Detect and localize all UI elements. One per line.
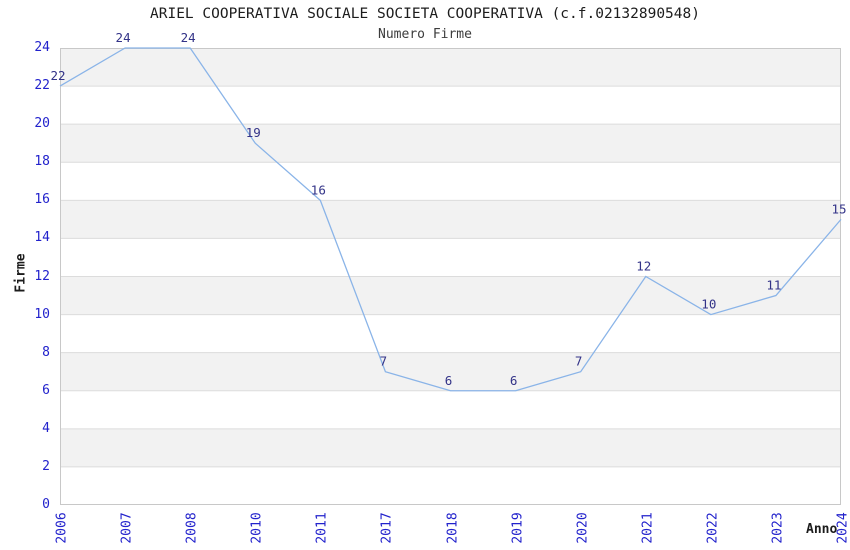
plot-area: 22 24 24 19 16 7 6 6 7 12 10 11 15 bbox=[50, 30, 847, 505]
chart-title: ARIEL COOPERATIVA SOCIALE SOCIETA COOPER… bbox=[150, 6, 700, 22]
point-label: 7 bbox=[380, 354, 388, 369]
plot-band bbox=[60, 466, 841, 505]
plot-band bbox=[60, 390, 841, 429]
x-tick-label: 2021 bbox=[640, 512, 656, 544]
plot-band bbox=[60, 314, 841, 353]
x-tick-label: 2019 bbox=[510, 512, 526, 544]
point-label: 10 bbox=[701, 297, 716, 312]
plot-canvas: 22 24 24 19 16 7 6 6 7 12 10 11 15 bbox=[50, 30, 847, 505]
point-label: 6 bbox=[445, 373, 453, 388]
x-tick-label: 2017 bbox=[379, 512, 395, 544]
y-tick-label: 14 bbox=[34, 230, 50, 246]
point-label: 11 bbox=[766, 278, 781, 293]
plot-band bbox=[60, 162, 841, 201]
x-tick-label: 2022 bbox=[705, 512, 721, 544]
x-tick-label: 2020 bbox=[575, 512, 591, 544]
point-label: 22 bbox=[50, 68, 65, 83]
plot-band bbox=[60, 238, 841, 277]
plot-band bbox=[60, 200, 841, 239]
x-tick-label: 2024 bbox=[835, 512, 850, 544]
plot-band bbox=[60, 124, 841, 163]
y-tick-label: 4 bbox=[42, 420, 50, 436]
y-tick-label: 18 bbox=[34, 154, 50, 170]
y-tick-label: 24 bbox=[34, 40, 50, 55]
x-axis-title: Anno bbox=[806, 522, 838, 537]
data-line bbox=[59, 47, 842, 392]
x-tick-label: 2018 bbox=[445, 512, 460, 544]
plot-band bbox=[60, 352, 841, 391]
y-tick-label: 12 bbox=[34, 268, 50, 284]
x-tick-label: 2006 bbox=[54, 512, 70, 544]
point-label: 7 bbox=[575, 354, 583, 369]
x-tick-label: 2010 bbox=[249, 512, 265, 544]
y-tick-label: 22 bbox=[34, 78, 50, 94]
y-tick-label: 10 bbox=[34, 306, 50, 322]
point-label: 24 bbox=[181, 30, 196, 45]
plot-band bbox=[60, 276, 841, 315]
point-label: 19 bbox=[246, 125, 261, 140]
chart-subtitle: Numero Firme bbox=[378, 27, 472, 42]
y-tick-label: 0 bbox=[42, 497, 50, 512]
point-label: 16 bbox=[311, 182, 326, 197]
x-tick-label: 2023 bbox=[770, 512, 786, 544]
plot-band bbox=[60, 48, 841, 87]
y-tick-label: 20 bbox=[34, 116, 50, 132]
x-tick-label: 2007 bbox=[119, 512, 135, 544]
x-tick-label: 2008 bbox=[184, 512, 200, 544]
point-label: 15 bbox=[831, 201, 846, 216]
plot-band bbox=[60, 428, 841, 467]
point-label: 12 bbox=[636, 259, 651, 274]
point-label: 6 bbox=[510, 373, 518, 388]
y-tick-label: 6 bbox=[42, 382, 50, 398]
y-tick-label: 16 bbox=[34, 192, 50, 208]
plot-border bbox=[60, 48, 841, 505]
x-tick-label: 2011 bbox=[314, 512, 330, 544]
y-tick-label: 8 bbox=[42, 344, 50, 360]
point-label: 24 bbox=[116, 30, 131, 45]
y-tick-label: 2 bbox=[42, 458, 50, 474]
plot-band bbox=[60, 86, 841, 125]
